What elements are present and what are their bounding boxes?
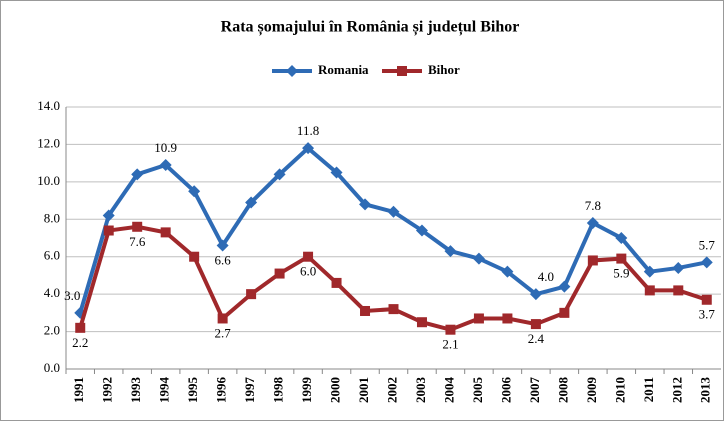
data-point <box>559 307 570 318</box>
data-point <box>388 304 399 315</box>
data-point <box>472 252 485 265</box>
data-label: 11.8 <box>297 123 319 138</box>
data-point <box>103 225 114 236</box>
data-point <box>387 205 400 218</box>
x-tick-label: 2001 <box>356 377 371 403</box>
x-tick-label: 1995 <box>185 377 200 404</box>
data-label: 6.0 <box>300 264 316 279</box>
data-label: 7.8 <box>585 198 601 213</box>
y-tick-label: 2.0 <box>44 323 60 338</box>
data-point <box>245 196 258 209</box>
data-point <box>416 317 427 328</box>
x-tick-label: 2002 <box>384 377 399 403</box>
legend-marker <box>397 66 407 76</box>
data-point <box>331 277 342 288</box>
x-tick-label: 2009 <box>584 377 599 404</box>
data-label: 7.6 <box>129 234 146 249</box>
x-tick-label: 2007 <box>527 377 542 404</box>
data-point <box>558 280 571 293</box>
data-point <box>616 253 627 264</box>
x-tick-label: 2003 <box>413 377 428 404</box>
data-point <box>303 251 314 262</box>
data-point <box>587 255 598 266</box>
x-tick-label: 2008 <box>555 377 570 404</box>
data-point <box>216 239 229 252</box>
x-tick-label: 1999 <box>299 377 314 404</box>
data-point <box>701 294 712 305</box>
x-tick-label: 1992 <box>100 377 115 403</box>
data-point <box>159 159 172 172</box>
y-tick-label: 8.0 <box>44 210 60 225</box>
x-tick-label: 1993 <box>128 377 143 404</box>
data-label: 6.6 <box>215 252 232 267</box>
data-point <box>131 168 144 181</box>
data-label: 2.7 <box>215 325 232 340</box>
data-point <box>502 313 513 324</box>
legend-label: Romania <box>318 62 369 77</box>
data-point <box>360 305 371 316</box>
data-label: 5.7 <box>699 237 716 252</box>
data-point <box>189 251 200 262</box>
x-tick-label: 1997 <box>242 377 257 404</box>
x-tick-label: 1991 <box>71 377 86 403</box>
data-point <box>330 166 343 179</box>
y-tick-label: 10.0 <box>37 173 60 188</box>
data-point <box>217 313 228 324</box>
data-point <box>188 185 201 198</box>
x-tick-label: 2011 <box>641 377 656 402</box>
data-point <box>615 232 628 244</box>
x-tick-label: 2004 <box>441 377 456 404</box>
y-tick-label: 4.0 <box>44 285 60 300</box>
data-point <box>586 217 599 230</box>
x-tick-label: 2012 <box>669 377 684 403</box>
data-point <box>529 288 542 301</box>
data-point <box>445 324 456 335</box>
x-tick-label: 2006 <box>498 377 513 404</box>
x-tick-label: 2013 <box>698 377 713 404</box>
data-point <box>273 168 286 181</box>
data-label: 10.9 <box>154 140 177 155</box>
x-tick-label: 2010 <box>612 377 627 403</box>
data-point <box>359 198 372 211</box>
data-point <box>102 209 115 222</box>
y-tick-label: 14.0 <box>37 98 60 113</box>
x-tick-label: 2005 <box>470 377 485 404</box>
data-point <box>700 256 713 269</box>
data-label: 3.7 <box>699 307 716 322</box>
x-tick-label: 1994 <box>157 377 172 404</box>
x-tick-label: 1998 <box>271 377 286 404</box>
data-point <box>530 319 541 330</box>
legend-label: Bihor <box>428 62 460 77</box>
y-tick-label: 0.0 <box>44 360 60 375</box>
chart-title: Rata șomajului în România și județul Bih… <box>221 19 520 37</box>
x-tick-label: 2000 <box>328 377 343 403</box>
data-point <box>643 265 656 278</box>
data-label: 2.4 <box>528 331 545 346</box>
data-point <box>501 265 514 278</box>
data-point <box>473 313 484 324</box>
data-point <box>672 261 685 274</box>
data-point <box>75 322 86 333</box>
data-point <box>444 245 457 258</box>
data-point <box>302 142 315 155</box>
data-point <box>274 268 285 279</box>
x-tick-label: 1996 <box>214 377 229 404</box>
data-label: 2.1 <box>442 337 458 352</box>
y-tick-label: 6.0 <box>44 248 60 263</box>
data-label: 3.0 <box>64 288 80 303</box>
data-point <box>246 289 257 300</box>
legend-marker <box>286 65 298 77</box>
data-point <box>644 285 655 296</box>
data-label: 5.9 <box>613 266 629 281</box>
data-label: 2.2 <box>72 335 88 350</box>
data-point <box>160 227 171 238</box>
y-tick-label: 12.0 <box>37 135 60 150</box>
data-label: 4.0 <box>538 269 554 284</box>
data-point <box>415 224 428 237</box>
data-point <box>132 221 143 232</box>
data-point <box>673 285 684 296</box>
